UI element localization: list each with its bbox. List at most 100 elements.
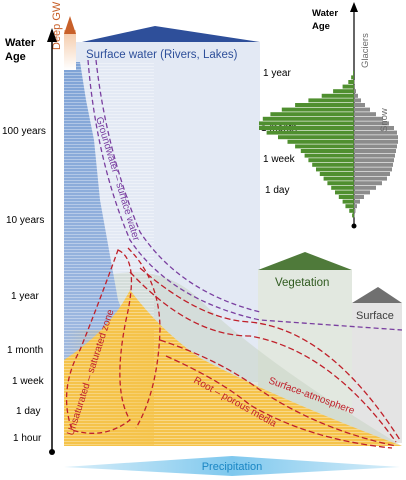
glacier-bar	[345, 204, 354, 209]
glacier-bar	[342, 84, 354, 89]
snow-bar	[354, 181, 382, 186]
glacier-bar	[304, 153, 354, 158]
snow-bar	[354, 103, 365, 107]
glacier-histogram	[259, 70, 354, 218]
snow-bar	[354, 176, 387, 181]
glacier-bar	[351, 75, 354, 80]
glacier-bar	[335, 190, 354, 195]
snow-bar	[354, 93, 358, 98]
surface-roof	[352, 287, 402, 303]
inset-title-line1: Water	[312, 8, 338, 19]
glacier-bar	[278, 135, 354, 140]
surface-compartment	[352, 287, 402, 443]
inset-title-line2: Age	[312, 21, 330, 32]
inset-histogram: Water Age 1 year 1 month 1 week 1 day Gl…	[259, 2, 398, 229]
surface-water-label: Surface water (Rivers, Lakes)	[86, 49, 238, 61]
snow-bar	[354, 195, 364, 199]
glacier-bar	[342, 199, 354, 204]
snow-bar	[354, 208, 356, 213]
snow-bar	[354, 158, 394, 163]
vegetation-label: Vegetation	[275, 277, 329, 289]
axis-arrow-head	[47, 28, 57, 42]
glacier-bar	[259, 126, 354, 130]
glacier-bar	[338, 195, 354, 199]
tick-1-week: 1 week	[12, 376, 45, 387]
inset-tick-1-day: 1 day	[265, 185, 289, 196]
snow-bar	[354, 139, 398, 144]
glacier-bar	[352, 213, 354, 218]
inset-axis-arrow-head	[350, 2, 358, 12]
glacier-bar	[323, 176, 354, 181]
tick-1-day: 1 day	[16, 406, 40, 417]
main-axis: Water Age 100 years 10 years 1 year 1 mo…	[2, 28, 57, 455]
tick-10-years: 10 years	[6, 215, 44, 226]
axis-origin-dot	[49, 449, 55, 455]
snow-bar	[354, 162, 393, 167]
glacier-bar	[300, 149, 354, 153]
deep-gw-label: Deep GW	[51, 1, 63, 50]
glacier-bar	[295, 144, 354, 149]
inset-tick-1-week: 1 week	[263, 154, 296, 165]
glacier-bar	[348, 80, 354, 84]
snow-bar	[354, 126, 394, 130]
glacier-bar	[331, 185, 354, 190]
snow-bar	[354, 121, 389, 126]
glacier-bar	[308, 98, 354, 103]
mixing-zone	[64, 330, 154, 446]
glacier-bar	[308, 158, 354, 163]
glacier-bar	[270, 112, 354, 117]
snow-bar	[354, 172, 390, 176]
snow-bar	[354, 116, 383, 121]
glacier-bar	[316, 167, 354, 172]
snow-bar	[354, 185, 376, 190]
snow-bar	[354, 130, 397, 135]
glacier-bar	[349, 208, 354, 213]
snow-histogram	[354, 80, 398, 218]
snow-bar	[354, 149, 396, 153]
deep-gw-column: Deep GW	[51, 1, 76, 70]
snow-bar	[354, 84, 355, 89]
surface-label: Surface	[356, 310, 394, 322]
tick-1-month: 1 month	[7, 345, 43, 356]
tick-1-year: 1 year	[11, 291, 39, 302]
snow-bar	[354, 153, 395, 158]
tick-1-hour: 1 hour	[13, 433, 42, 444]
glacier-bar	[333, 89, 354, 94]
snow-bar	[354, 135, 398, 140]
surface-water-roof	[82, 26, 260, 42]
snow-bar	[354, 98, 361, 103]
snow-bar	[354, 213, 355, 218]
snow-label: Snow	[379, 108, 390, 132]
snow-bar	[354, 80, 355, 84]
glacier-bar	[266, 130, 354, 135]
inset-axis-origin-dot	[351, 223, 357, 229]
glacier-bar	[287, 139, 354, 144]
glacier-bar	[321, 93, 354, 98]
glacier-bar	[262, 116, 354, 121]
deep-gw-arrow-head	[64, 16, 76, 34]
snow-bar	[354, 144, 397, 149]
glacier-bar	[281, 107, 354, 112]
axis-title-line2: Age	[5, 51, 26, 63]
glacier-bar	[353, 70, 354, 75]
axis-title-line1: Water	[5, 37, 36, 49]
snow-bar	[354, 167, 392, 172]
vegetation-roof	[258, 252, 352, 270]
glacier-bar	[327, 181, 354, 186]
tick-100-years: 100 years	[2, 126, 46, 137]
glacier-bar	[312, 162, 354, 167]
glaciers-label: Glaciers	[360, 33, 371, 68]
precipitation-shape	[64, 456, 400, 476]
snow-bar	[354, 112, 376, 117]
snow-bar	[354, 199, 360, 204]
snow-bar	[354, 190, 370, 195]
snow-bar	[354, 107, 370, 112]
glacier-bar	[295, 103, 354, 107]
inset-tick-1-year: 1 year	[263, 68, 291, 79]
precipitation-label: Precipitation	[202, 461, 263, 473]
glacier-bar	[259, 121, 354, 126]
glacier-bar	[319, 172, 354, 176]
snow-bar	[354, 89, 356, 94]
snow-bar	[354, 204, 357, 209]
